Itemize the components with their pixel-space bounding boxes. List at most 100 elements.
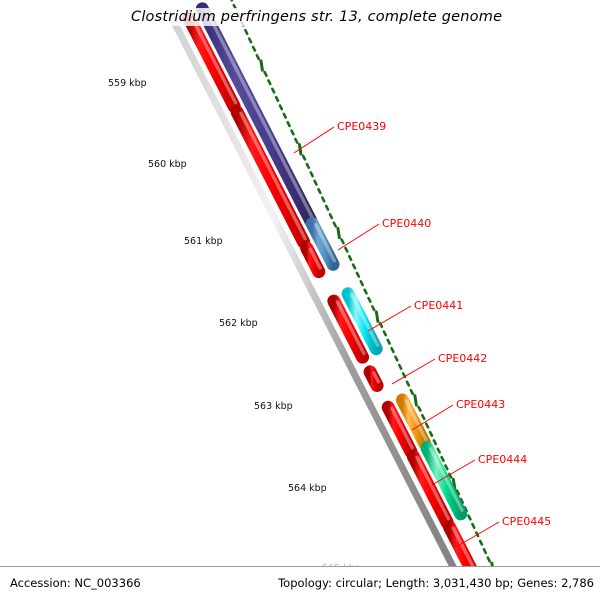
CPE0441-bar-highlight [350, 293, 380, 347]
CPE0443-bar-highlight [404, 399, 428, 442]
ruler-minor-tick [267, 79, 272, 86]
ruler-minor-tick [363, 288, 368, 295]
ruler-minor-tick [282, 112, 287, 119]
genome-details-text: Topology: circular; Length: 3,031,430 bp… [278, 576, 594, 590]
gene-label-cpe0444[interactable]: CPE0444 [478, 453, 528, 466]
ruler-minor-tick [455, 489, 461, 496]
ruler-minor-tick [321, 196, 326, 203]
ruler-minor-tick [324, 204, 330, 211]
CPE0443-bar-body [395, 393, 432, 450]
gene-label-cpe0443[interactable]: CPE0443 [456, 398, 506, 411]
gene-label-cpe0445[interactable]: CPE0445 [502, 515, 552, 528]
ruler-minor-tick [301, 154, 307, 161]
ruler-minor-tick [344, 246, 349, 253]
gene-label-cpe0441[interactable]: CPE0441 [414, 299, 464, 312]
gene-label-cpe0440[interactable]: CPE0440 [382, 217, 432, 230]
ruler-minor-tick [290, 129, 295, 136]
red-seg-5-body [363, 365, 384, 392]
ruler-minor-tick [390, 347, 395, 354]
ruler-tick-label: 560 kbp [148, 159, 187, 170]
ruler-minor-tick [367, 296, 372, 303]
gene-label-leaders [293, 126, 500, 548]
CPE0443-bar[interactable] [395, 393, 432, 450]
red-seg-5-highlight [372, 371, 381, 384]
ruler-tick-label: 559 kbp [108, 78, 147, 89]
ruler-minor-tick [467, 514, 472, 521]
ruler-tick-label: 564 kbp [288, 483, 327, 494]
backbone-axis [164, 8, 474, 600]
ruler-minor-tick [382, 330, 388, 337]
ruler-tick-label: 563 kbp [254, 401, 293, 412]
gene-track-red[interactable] [182, 11, 487, 594]
red-seg-1[interactable] [182, 11, 241, 113]
ruler-minor-tick [440, 455, 445, 463]
red-seg-7-highlight [415, 455, 451, 521]
ruler-minor-tick [355, 271, 361, 278]
ruler-minor-tick [444, 464, 449, 471]
red-seg-3[interactable] [300, 241, 326, 279]
ruler-minor-tick [244, 28, 249, 36]
ruler-minor-tick [278, 104, 284, 111]
CPE0439-bar-body [195, 2, 318, 229]
red-seg-1-body [182, 11, 241, 113]
accession-text: Accession: NC_003366 [10, 576, 141, 590]
red-seg-5[interactable] [363, 365, 384, 392]
ruler-tick-label: 562 kbp [219, 318, 258, 329]
ruler-minor-tick [247, 37, 253, 44]
gene-label-cpe0439[interactable]: CPE0439 [337, 120, 387, 133]
ruler-minor-tick [286, 120, 291, 128]
ruler-minor-tick [263, 70, 268, 77]
ruler-minor-tick [397, 363, 403, 370]
page-title: Clostridium perfringens str. 13, complet… [128, 8, 506, 26]
ruler-minor-tick [371, 305, 376, 312]
ruler-minor-tick [347, 254, 353, 262]
ruler-minor-tick [436, 447, 441, 454]
red-seg-6[interactable] [381, 400, 418, 459]
backbone-line [164, 8, 474, 600]
gene-feature-bars[interactable] [195, 2, 468, 521]
ruler-minor-tick [332, 221, 338, 228]
red-seg-7[interactable] [406, 449, 454, 529]
CPE0441-bar[interactable] [341, 287, 383, 356]
leader-line-cpe0439 [293, 126, 335, 154]
ruler-major-tick [336, 226, 341, 240]
red-seg-7-body [406, 449, 454, 529]
gene-label-cpe0442[interactable]: CPE0442 [438, 352, 488, 365]
ruler-minor-tick [428, 430, 434, 437]
ruler-minor-tick [274, 95, 280, 103]
red-seg-2[interactable] [230, 105, 311, 249]
ruler-minor-tick [340, 238, 345, 245]
CPE0439-bar-highlight [204, 8, 315, 220]
ruler-minor-tick [294, 137, 299, 144]
red-seg-2-body [230, 105, 311, 249]
CPE0440-bar-body [305, 217, 340, 271]
ruler-minor-tick [359, 280, 364, 287]
ruler-minor-tick [424, 422, 430, 429]
red-seg-3-highlight [308, 247, 322, 270]
CPE0444-bar[interactable] [420, 441, 468, 521]
CPE0444-bar-highlight [428, 447, 464, 512]
leader-line-cpe0445 [455, 521, 500, 548]
leader-line-cpe0441 [367, 305, 412, 332]
red-seg-6-highlight [390, 406, 414, 450]
red-seg-6-body [381, 400, 418, 459]
ruler-major-tick [413, 394, 418, 407]
CPE0441-bar-body [341, 287, 383, 356]
CPE0440-bar[interactable] [305, 217, 340, 271]
ruler-minor-tick [421, 413, 426, 421]
ruler-major-tick [374, 310, 380, 323]
ruler-minor-tick [328, 213, 334, 220]
leader-line-cpe0442 [391, 358, 436, 385]
red-seg-4[interactable] [327, 294, 370, 364]
CPE0444-bar-body [420, 441, 468, 521]
leader-line-cpe0444 [431, 459, 476, 486]
ruler-minor-tick [432, 439, 438, 446]
ruler-minor-tick [486, 556, 491, 563]
ruler-minor-tick [313, 179, 318, 186]
ruler-minor-tick [317, 187, 322, 195]
ruler-minor-tick [478, 539, 484, 546]
ruler-minor-tick [394, 355, 399, 362]
CPE0439-bar[interactable] [195, 2, 318, 229]
